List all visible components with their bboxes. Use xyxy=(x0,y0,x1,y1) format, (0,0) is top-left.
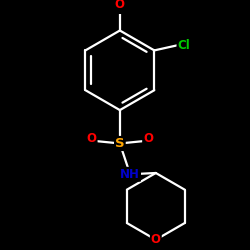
Text: O: O xyxy=(115,0,125,11)
Text: O: O xyxy=(143,132,153,145)
Text: NH: NH xyxy=(120,168,140,181)
Text: Cl: Cl xyxy=(178,39,190,52)
Text: S: S xyxy=(115,137,125,150)
Text: O: O xyxy=(87,132,97,145)
Text: O: O xyxy=(151,233,161,246)
